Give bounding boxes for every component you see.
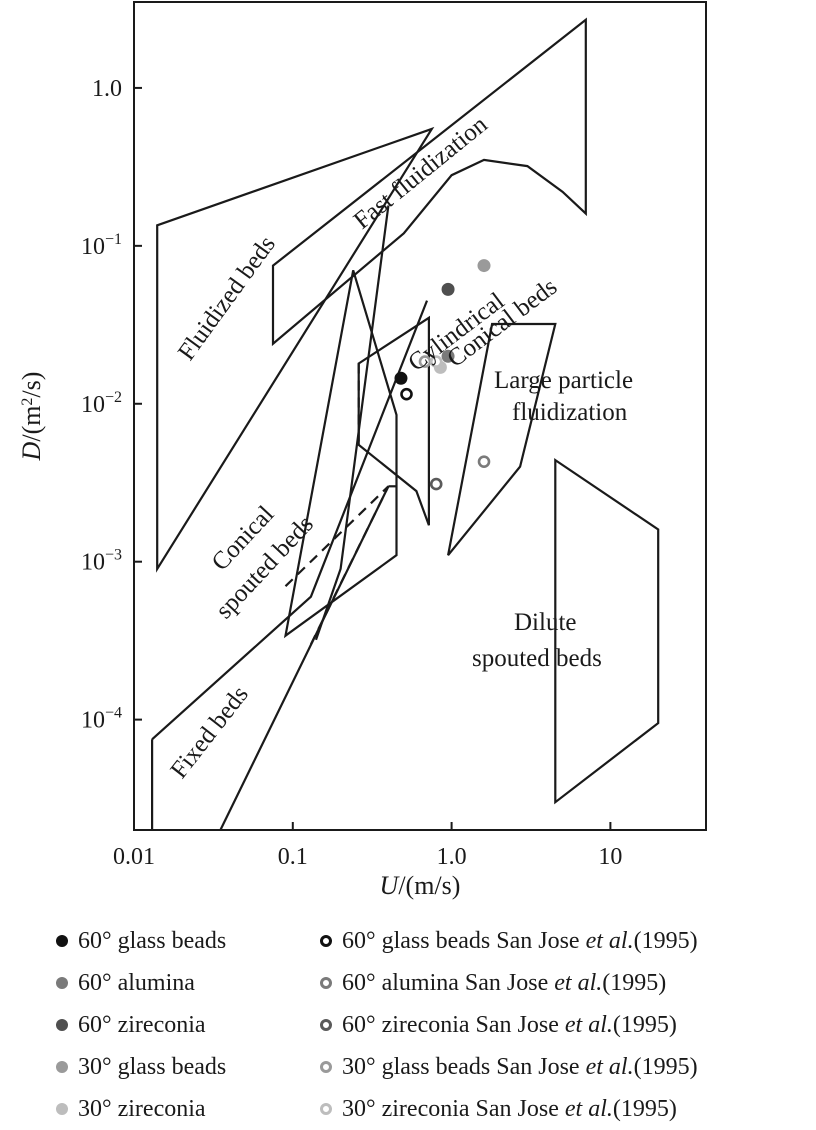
x-tick-label: 10 — [598, 844, 622, 870]
data-point — [400, 387, 413, 401]
data-point — [477, 455, 491, 468]
legend-column-right: 60° glass beads San Jose et al.(1995) 60°… — [320, 920, 698, 1130]
y-tick-label: 10−4 — [81, 705, 122, 734]
x-tick-label: 0.1 — [278, 844, 308, 870]
legend-item: 60° zireconia San Jose et al.(1995) — [320, 1004, 698, 1046]
legend-item: 30° glass beads San Jose et al.(1995) — [320, 1046, 698, 1088]
label-large-particle-1: Large particle — [494, 367, 633, 394]
chart-lines — [151, 205, 429, 831]
legend-label: 60° zireconia — [78, 1011, 206, 1038]
legend-label: 30° zireconia — [78, 1095, 206, 1122]
label-dilute-2: spouted beds — [472, 645, 602, 672]
legend-label: 60° glass beads — [78, 927, 227, 954]
region-dilute-spouted-beds — [554, 458, 660, 805]
data-point — [441, 349, 455, 363]
legend-column-left: 60° glass beads 60° alumina 60° zireconia 3… — [56, 920, 226, 1130]
hollow-circle-icon — [320, 1061, 332, 1073]
hollow-circle-icon — [320, 935, 332, 947]
hollow-circle-icon — [320, 1019, 332, 1031]
label-fixed-beds: Fixed beds — [165, 681, 253, 784]
x-tick-label: 1.0 — [437, 844, 467, 870]
region-conical-spouted-beds — [283, 269, 398, 639]
region-fluidized-beds — [156, 126, 435, 573]
label-fast-fluidization: Fast fluidization — [349, 111, 493, 235]
legend-label: 60° zireconia San Jose et al.(1995) — [342, 1011, 677, 1038]
y-tick-label: 10−2 — [81, 389, 122, 418]
region-labels: Fluidized beds Fast fluidization Cylindr… — [165, 111, 633, 784]
y-tick-label: 10−3 — [81, 547, 122, 576]
legend-item: 30° zireconia — [56, 1088, 226, 1130]
axis-ticks: 0.01 0.1 1.0 10 10−4 10−3 10−2 10−1 1.0 — [81, 76, 622, 870]
legend-item: 30° glass beads — [56, 1046, 226, 1088]
label-fluidized-beds: Fluidized beds — [173, 231, 281, 365]
filled-circle-icon — [56, 1061, 68, 1073]
legend-label: 60° glass beads San Jose et al.(1995) — [342, 927, 698, 954]
filled-circle-icon — [56, 1019, 68, 1031]
filled-circle-icon — [56, 1103, 68, 1115]
legend-item: 60° glass beads — [56, 920, 226, 962]
hollow-circle-icon — [320, 977, 332, 989]
legend-item: 60° zireconia — [56, 1004, 226, 1046]
label-large-particle-2: fluidization — [512, 399, 628, 426]
dashed-boundary-line — [284, 485, 390, 587]
data-point — [441, 282, 455, 296]
filled-circle-icon — [56, 977, 68, 989]
legend-label: 30° glass beads San Jose et al.(1995) — [342, 1053, 698, 1080]
plot-frame — [133, 1, 707, 831]
data-point — [429, 355, 443, 368]
legend-label: 60° alumina San Jose et al.(1995) — [342, 969, 667, 996]
legend-item: 30° zireconia San Jose et al.(1995) — [320, 1088, 698, 1130]
dashed-boundary-line — [309, 485, 390, 645]
data-point — [477, 259, 491, 273]
legend-item: 60° alumina — [56, 962, 226, 1004]
data-point — [394, 371, 408, 385]
region-conical-beds — [447, 322, 557, 556]
legend-label: 60° alumina — [78, 969, 195, 996]
legend-label: 30° glass beads — [78, 1053, 227, 1080]
y-axis-label: D/(m2/s) — [17, 372, 46, 462]
x-tick-label: 0.01 — [113, 844, 155, 870]
data-point — [429, 477, 443, 491]
filled-circle-icon — [56, 935, 68, 947]
boundary-line — [314, 205, 390, 641]
boundary-line — [219, 485, 390, 831]
y-tick-label: 1.0 — [92, 76, 122, 102]
legend-item: 60° glass beads San Jose et al.(1995) — [320, 920, 698, 962]
chart-points — [394, 259, 491, 491]
legend: 60° glass beads 60° alumina 60° zireconia 3… — [50, 920, 810, 1122]
region-fast-fluidization — [271, 17, 587, 347]
hollow-circle-icon — [320, 1103, 332, 1115]
y-tick-label: 10−1 — [81, 231, 122, 260]
legend-label: 30° zireconia San Jose et al.(1995) — [342, 1095, 677, 1122]
legend-item: 60° alumina San Jose et al.(1995) — [320, 962, 698, 1004]
chart-regions — [156, 17, 660, 805]
boundary-line — [151, 300, 429, 741]
x-axis-label: U/(m/s) — [380, 871, 461, 900]
label-dilute-1: Dilute — [514, 609, 577, 636]
